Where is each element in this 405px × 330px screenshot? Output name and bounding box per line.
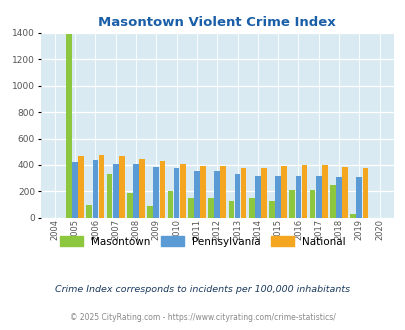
Bar [167, 191, 173, 218]
Bar [295, 176, 301, 218]
Bar [173, 168, 179, 218]
Bar [159, 161, 165, 218]
Bar [220, 166, 226, 218]
Bar [66, 34, 72, 218]
Bar [107, 174, 112, 218]
Bar [309, 190, 315, 218]
Bar [194, 171, 199, 218]
Bar [147, 206, 153, 218]
Bar [179, 164, 185, 218]
Bar [214, 171, 220, 218]
Bar [86, 205, 92, 218]
Bar [269, 201, 274, 218]
Bar [98, 155, 104, 218]
Bar [260, 168, 266, 218]
Bar [228, 201, 234, 218]
Bar [248, 198, 254, 218]
Bar [139, 159, 145, 218]
Bar [275, 176, 280, 218]
Text: Crime Index corresponds to incidents per 100,000 inhabitants: Crime Index corresponds to incidents per… [55, 285, 350, 294]
Bar [119, 156, 124, 218]
Bar [78, 156, 84, 218]
Bar [234, 174, 240, 218]
Bar [335, 177, 341, 218]
Bar [254, 176, 260, 218]
Text: © 2025 CityRating.com - https://www.cityrating.com/crime-statistics/: © 2025 CityRating.com - https://www.city… [70, 313, 335, 322]
Bar [350, 214, 355, 218]
Bar [301, 165, 307, 218]
Bar [188, 198, 193, 218]
Bar [289, 190, 294, 218]
Bar [321, 165, 327, 218]
Bar [127, 193, 132, 218]
Bar [113, 164, 118, 218]
Bar [133, 164, 139, 218]
Bar [356, 177, 361, 218]
Legend: Masontown, Pennsylvania, National: Masontown, Pennsylvania, National [60, 236, 345, 247]
Bar [329, 185, 335, 218]
Bar [200, 166, 205, 218]
Bar [315, 176, 321, 218]
Bar [153, 167, 159, 218]
Bar [92, 160, 98, 218]
Bar [208, 198, 213, 218]
Bar [341, 167, 347, 218]
Title: Masontown Violent Crime Index: Masontown Violent Crime Index [98, 16, 335, 29]
Bar [281, 166, 286, 218]
Bar [362, 168, 367, 218]
Bar [72, 162, 78, 218]
Bar [240, 168, 246, 218]
